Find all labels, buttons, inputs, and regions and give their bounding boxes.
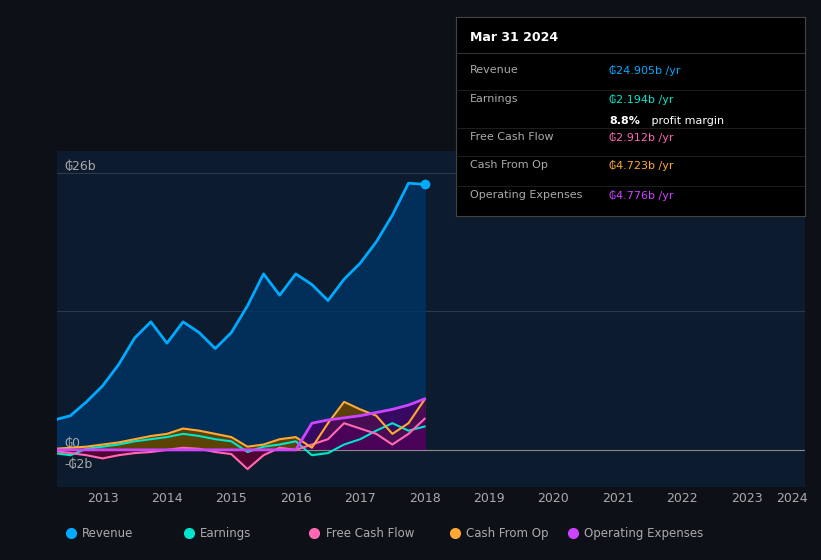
Text: Operating Expenses: Operating Expenses — [585, 527, 704, 540]
Text: Revenue: Revenue — [470, 64, 518, 74]
Text: Cash From Op: Cash From Op — [466, 527, 548, 540]
Text: Earnings: Earnings — [470, 94, 518, 104]
Text: ₲24.905b /yr: ₲24.905b /yr — [609, 64, 681, 76]
Text: Operating Expenses: Operating Expenses — [470, 190, 582, 200]
Text: Revenue: Revenue — [82, 527, 133, 540]
Text: Cash From Op: Cash From Op — [470, 160, 548, 170]
Text: Free Cash Flow: Free Cash Flow — [325, 527, 414, 540]
Text: ₲4.776b /yr: ₲4.776b /yr — [609, 190, 674, 200]
Text: ₲26b: ₲26b — [64, 160, 95, 172]
Text: Mar 31 2024: Mar 31 2024 — [470, 31, 557, 44]
Text: ₲2.194b /yr: ₲2.194b /yr — [609, 94, 674, 105]
Text: profit margin: profit margin — [648, 116, 723, 126]
Text: 8.8%: 8.8% — [609, 116, 640, 126]
Text: ₲2.912b /yr: ₲2.912b /yr — [609, 132, 674, 143]
Text: Free Cash Flow: Free Cash Flow — [470, 132, 553, 142]
Text: -₲2b: -₲2b — [64, 458, 92, 471]
Text: ₲0: ₲0 — [64, 437, 80, 450]
Text: ₲4.723b /yr: ₲4.723b /yr — [609, 160, 674, 171]
Text: Earnings: Earnings — [200, 527, 251, 540]
